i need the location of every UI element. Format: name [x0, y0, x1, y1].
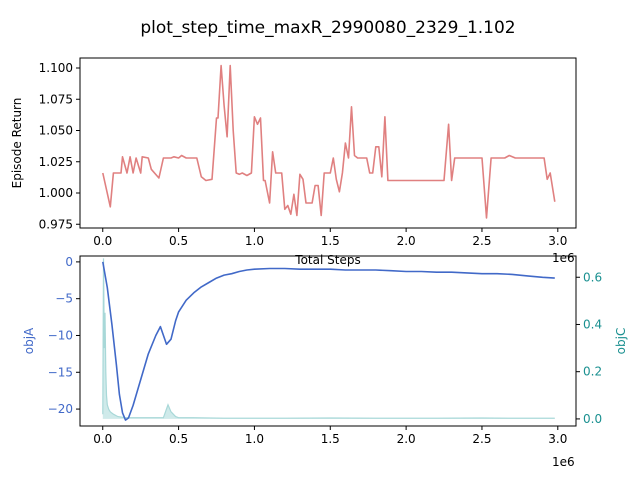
x-tick-label: 2.0: [397, 432, 416, 446]
series-lines: [102, 64, 556, 219]
y-tick-label: −5: [55, 292, 73, 306]
episode-return-line: [102, 64, 556, 219]
y-tick-label: 1.075: [39, 92, 73, 106]
y-axis: 0.975 1.000 1.025 1.050 1.075 1.100: [39, 61, 80, 231]
y-tick-label: −15: [48, 365, 73, 379]
y-tick-label: 1.100: [39, 61, 73, 75]
series-lines: [102, 258, 555, 421]
x-axis-offset-label: 1e6: [552, 251, 575, 265]
objC-line: [102, 258, 555, 419]
plot-frame: [79, 57, 577, 229]
x-tick-label: 1.5: [321, 234, 340, 248]
x-tick-label: 2.5: [472, 432, 491, 446]
x-tick-label: 0.5: [169, 234, 188, 248]
plot-frame: [79, 255, 577, 427]
y-tick-label: 1.000: [39, 186, 73, 200]
y-axis-left: 0 −5 −10 −15 −20: [48, 255, 80, 416]
x-tick-label: 0.0: [93, 432, 112, 446]
x-tick-label: 2.5: [472, 234, 491, 248]
y-tick-label: 1.025: [39, 155, 73, 169]
figure-title: plot_step_time_maxR_2990080_2329_1.102: [140, 18, 515, 38]
y2-tick-label: 0.0: [583, 412, 602, 426]
y2-tick-label: 0.2: [583, 365, 602, 379]
x-axis-label: Total Steps: [294, 253, 360, 267]
x-tick-label: 1.0: [245, 432, 264, 446]
y2-tick-label: 0.4: [583, 317, 602, 331]
x-tick-label: 0.5: [169, 432, 188, 446]
y-tick-label: 1.050: [39, 124, 73, 138]
episode-return-panel: 0.0 0.5 1.0 1.5 2.0 2.5 3.0 0.975 1.000 1.025 1.0…: [10, 57, 577, 267]
y2-tick-label: 0.6: [583, 270, 602, 284]
objA-axis-label: objA: [22, 327, 36, 354]
x-tick-label: 1.5: [321, 432, 340, 446]
objC-axis-label: objC: [614, 328, 628, 355]
x-axis: 0.0 0.5 1.0 1.5 2.0 2.5 3.0: [93, 228, 567, 248]
objA-line: [102, 261, 555, 421]
x-tick-label: 1.0: [245, 234, 264, 248]
y-tick-label: −20: [48, 402, 73, 416]
objectives-panel: 0.0 0.5 1.0 1.5 2.0 2.5 3.0 0−5−10−15−20 0.00.…: [22, 255, 628, 469]
y-tick-label: 0: [65, 255, 73, 269]
y-axis-label: Episode Return: [10, 98, 24, 189]
x-tick-label: 3.0: [548, 432, 567, 446]
x-axis: 0.0 0.5 1.0 1.5 2.0 2.5 3.0: [93, 426, 567, 446]
x-tick-label: 2.0: [397, 234, 416, 248]
y-axis-right: 0.0 0.2 0.4 0.6: [576, 270, 602, 426]
y-tick-label: −10: [48, 328, 73, 342]
x-tick-label: 0.0: [93, 234, 112, 248]
y-tick-label: 0.975: [39, 217, 73, 231]
x-tick-label: 3.0: [548, 234, 567, 248]
x-axis-offset-label: 1e6: [552, 455, 575, 469]
